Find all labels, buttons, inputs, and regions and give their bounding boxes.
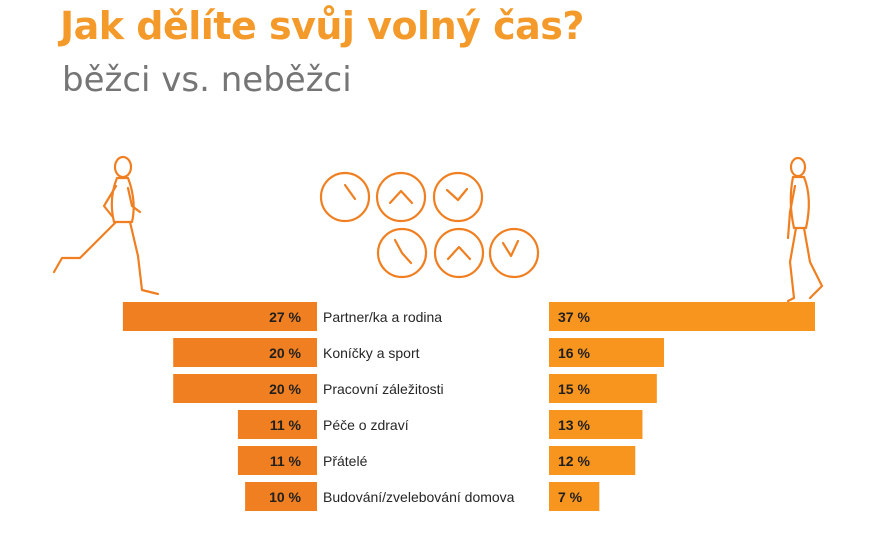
clock-icon (433, 227, 485, 279)
data-label-right: 15 % (558, 381, 590, 397)
clock-icon (319, 171, 371, 223)
data-label-right: 7 % (558, 489, 583, 505)
data-label-right: 37 % (558, 309, 590, 325)
data-label-right: 12 % (558, 453, 590, 469)
bar-left (237, 410, 317, 439)
category-label: Pracovní záležitosti (323, 381, 444, 397)
illustrations (52, 155, 824, 303)
bar-right (549, 302, 815, 331)
bars (122, 302, 815, 511)
bar-right (549, 338, 665, 367)
page-title: Jak dělíte svůj volný čas? (60, 4, 584, 48)
bar-left (173, 338, 317, 367)
clock-icon (488, 227, 540, 279)
bar-left (173, 374, 317, 403)
data-label-left: 10 % (269, 489, 301, 505)
labels: 27 % Partner/ka a rodina 37 % 20 % Koníčky a… (269, 309, 590, 505)
bar-right (549, 410, 643, 439)
data-label-left: 11 % (270, 417, 302, 433)
bar-left (122, 302, 317, 331)
category-label: Budování/zvelebování domova (323, 489, 515, 505)
data-label-right: 16 % (558, 345, 590, 361)
bar-right (549, 446, 636, 475)
data-label-left: 20 % (269, 381, 301, 397)
data-label-left: 11 % (270, 453, 302, 469)
clock-icon (432, 171, 484, 223)
category-label: Přátelé (323, 453, 368, 469)
bar-left (245, 482, 317, 511)
page-subtitle: běžci vs. neběžci (62, 60, 352, 100)
walker-icon (786, 156, 824, 303)
data-label-right: 13 % (558, 417, 590, 433)
category-label: Koníčky a sport (323, 345, 420, 361)
data-label-left: 20 % (269, 345, 301, 361)
category-label: Partner/ka a rodina (323, 309, 442, 325)
bar-right (549, 374, 657, 403)
clock-icon (376, 227, 428, 279)
category-label: Péče o zdraví (323, 417, 409, 433)
bar-left (237, 446, 317, 475)
bar-right (549, 482, 600, 511)
clock-icon (375, 171, 427, 223)
data-label-left: 27 % (269, 309, 301, 325)
runner-icon (52, 155, 160, 296)
